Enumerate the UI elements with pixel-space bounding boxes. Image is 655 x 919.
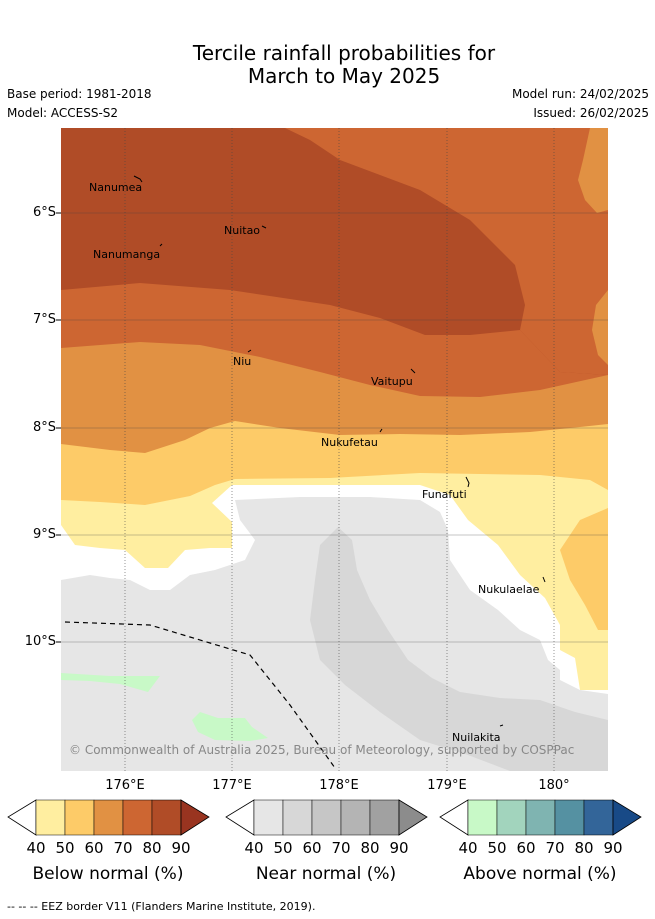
lon-label-179e: 179°E <box>427 778 467 793</box>
contour-below-60-east <box>592 290 608 365</box>
lon-label-177e: 177°E <box>212 778 252 793</box>
lon-label-178e: 178°E <box>319 778 359 793</box>
cb-above-tick: 90 <box>603 839 623 857</box>
colorbar-near <box>225 799 428 836</box>
cb-near-tick: 70 <box>331 839 351 857</box>
cb-above-tick: 70 <box>545 839 565 857</box>
cb-near-tick: 40 <box>244 839 264 857</box>
cb-above-tick: 40 <box>458 839 478 857</box>
contour-above-40-west <box>61 673 160 692</box>
base-period-text: Base period: 1981-2018 <box>7 87 152 101</box>
place-nukulaelae: Nukulaelae <box>478 583 540 596</box>
contour-below-50-east-lobe <box>560 508 608 630</box>
lat-label-7s: 7°S <box>32 312 56 327</box>
colorbar-below-label: Below normal (%) <box>32 864 184 884</box>
cb-below-tick: 50 <box>55 839 75 857</box>
cb-near-tick: 80 <box>360 839 380 857</box>
place-nanumea: Nanumea <box>89 181 143 194</box>
model-text: Model: ACCESS-S2 <box>7 106 119 120</box>
lat-label-9s: 9°S <box>32 527 56 542</box>
cb-below-tick: 80 <box>142 839 162 857</box>
cb-below-tick: 40 <box>26 839 46 857</box>
place-niu: Niu <box>233 355 252 368</box>
cb-near-tick: 50 <box>273 839 293 857</box>
cb-above-tick: 60 <box>516 839 536 857</box>
contour-below-60-northeast <box>578 128 608 213</box>
lon-label-180: 180° <box>538 778 570 793</box>
model-run-text: Model run: 24/02/2025 <box>511 87 649 101</box>
cb-above-tick: 80 <box>574 839 594 857</box>
copyright-text: © Commonwealth of Australia 2025, Bureau… <box>69 743 575 757</box>
place-nuitao: Nuitao <box>224 224 261 237</box>
map-title-line2: March to May 2025 <box>247 64 441 88</box>
lat-label-8s: 8°S <box>32 420 56 435</box>
island-marks <box>133 175 546 727</box>
lat-label-10s: 10°S <box>24 634 56 649</box>
cb-below-tick: 60 <box>84 839 104 857</box>
lat-gridlines <box>61 212 608 643</box>
eez-footer-note: -- -- -- EEZ border V11 (Flanders Marine… <box>7 900 316 913</box>
contour-below-70-east <box>285 128 608 375</box>
contour-near-50 <box>310 527 608 771</box>
place-nanumanga: Nanumanga <box>93 248 161 261</box>
lat-ticks <box>56 212 61 643</box>
cb-near-tick: 90 <box>389 839 409 857</box>
colorbar-above-label: Above normal (%) <box>463 864 617 884</box>
cb-above-tick: 50 <box>487 839 507 857</box>
contour-above-40-south <box>192 712 268 741</box>
cb-below-tick: 90 <box>171 839 191 857</box>
map-title-line1: Tercile rainfall probabilities for <box>192 41 496 65</box>
place-nukufetau: Nukufetau <box>321 436 378 449</box>
lat-label-6s: 6°S <box>32 205 56 220</box>
colorbar-above <box>439 799 642 836</box>
lon-label-176e: 176°E <box>105 778 145 793</box>
place-vaitupu: Vaitupu <box>371 375 413 388</box>
map-contours <box>61 128 608 771</box>
cb-below-tick: 70 <box>113 839 133 857</box>
cb-near-tick: 60 <box>302 839 322 857</box>
place-nuilakita: Nuilakita <box>452 731 501 744</box>
issued-text: Issued: 26/02/2025 <box>533 106 649 120</box>
colorbar-near-label: Near normal (%) <box>255 864 397 884</box>
colorbar-below <box>7 799 210 836</box>
lon-gridlines <box>124 128 555 771</box>
place-funafuti: Funafuti <box>422 488 467 501</box>
